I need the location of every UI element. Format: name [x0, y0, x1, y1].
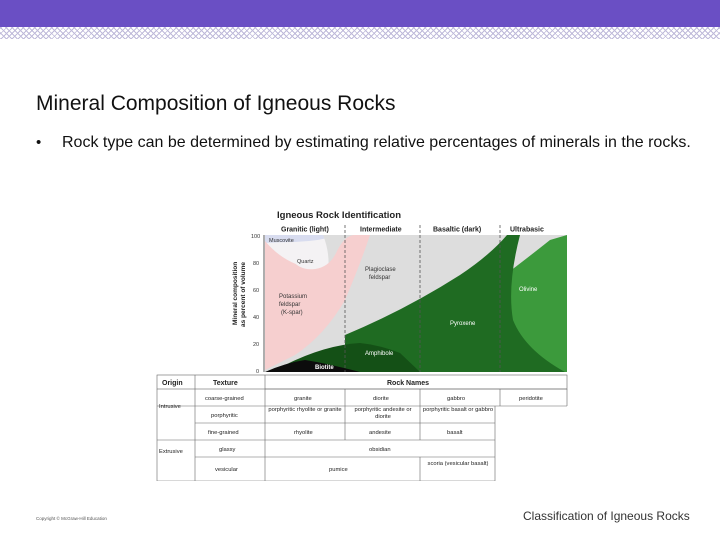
column-header-granitic: Granitic (light)	[281, 227, 329, 234]
rock-basalt: basalt	[447, 430, 463, 436]
muscovite-region	[265, 235, 340, 243]
rock-obsidian: obsidian	[369, 447, 391, 453]
banner-hatch-pattern	[0, 27, 720, 39]
rock-gabbro: gabbro	[447, 396, 465, 402]
rock-rhyolite: rhyolite	[294, 430, 313, 436]
column-header-basaltic: Basaltic (dark)	[433, 227, 481, 234]
column-header-intermediate: Intermediate	[360, 227, 402, 234]
biotite-region	[265, 360, 360, 372]
pyroxene-region	[345, 235, 565, 372]
label-biotite: Biotite	[315, 365, 334, 371]
y-tick-40: 40	[253, 315, 259, 321]
label-pyroxene: Pyroxene	[450, 321, 476, 327]
texture-coarse-grained: coarse-grained	[205, 396, 244, 402]
rock-peridotite: peridotite	[519, 396, 543, 402]
label-olivine: Olivine	[519, 287, 538, 293]
label-quartz: Quartz	[297, 259, 314, 265]
label-plagioclase-line1: Plagioclase	[365, 267, 396, 273]
slide-footer: Classification of Igneous Rocks	[523, 509, 690, 523]
rock-pumice: pumice	[329, 467, 348, 473]
top-banner	[0, 0, 720, 27]
label-potassium-line2: feldspar	[279, 302, 300, 308]
origin-extrusive: Extrusive	[159, 449, 183, 455]
texture-fine-grained: fine-grained	[208, 430, 239, 436]
quartz-lens	[291, 248, 324, 270]
rock-andesite: andesite	[369, 430, 391, 436]
y-tick-20: 20	[253, 342, 259, 348]
label-potassium-line3: (K-spar)	[281, 310, 303, 316]
label-muscovite: Muscovite	[269, 238, 294, 244]
rock-granite: granite	[294, 396, 312, 402]
table-header-origin: Origin	[162, 380, 183, 387]
label-amphibole: Amphibole	[365, 351, 394, 357]
rock-porphyritic-basalt: porphyritic basalt or gabbro	[422, 407, 494, 413]
label-plagioclase-line2: feldspar	[369, 275, 390, 281]
table-header-rock-names: Rock Names	[387, 380, 429, 387]
rock-names-table	[156, 374, 568, 481]
y-tick-100: 100	[251, 234, 260, 240]
texture-vesicular: vesicular	[215, 467, 238, 473]
rock-porphyritic-andesite: porphyritic andesite or diorite	[354, 407, 412, 420]
rock-porphyritic-rhyolite: porphyritic rhyolite or granite	[268, 407, 342, 413]
y-tick-60: 60	[253, 288, 259, 294]
y-axis-label-line2: as percent of volume	[240, 262, 247, 327]
rock-scoria: scoria (vesicular basalt)	[427, 461, 489, 467]
bullet-text: Rock type can be determined by estimatin…	[62, 134, 691, 151]
texture-porphyritic: porphyritic	[211, 413, 238, 419]
potassium-feldspar-region	[265, 235, 370, 370]
column-header-ultrabasic: Ultrabasic	[510, 227, 544, 234]
bullet-marker: •	[36, 134, 42, 151]
y-axis-label-line1: Mineral composition	[232, 262, 239, 325]
texture-glassy: glassy	[219, 447, 236, 453]
slide-title: Mineral Composition of Igneous Rocks	[36, 92, 396, 115]
igneous-rock-identification-diagram: Igneous Rock Identification Granitic (li…	[156, 210, 568, 481]
copyright-notice: Copyright © McGraw-Hill Education	[36, 516, 107, 521]
diagram-title: Igneous Rock Identification	[277, 210, 401, 221]
label-potassium-line1: Potassium	[279, 294, 307, 300]
y-tick-0: 0	[256, 369, 259, 375]
origin-intrusive: Intrusive	[159, 404, 181, 410]
table-header-texture: Texture	[213, 380, 238, 387]
rock-diorite: diorite	[373, 396, 389, 402]
y-tick-80: 80	[253, 261, 259, 267]
